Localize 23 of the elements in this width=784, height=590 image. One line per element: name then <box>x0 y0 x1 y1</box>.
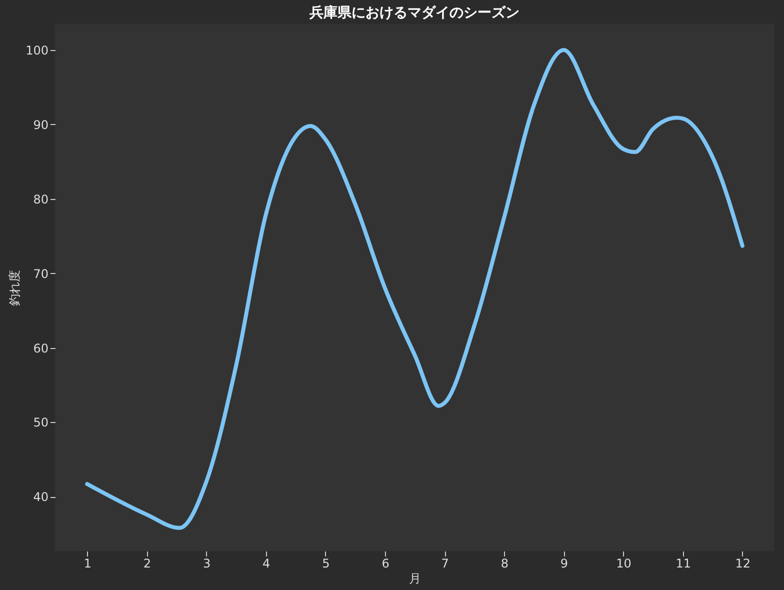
y-tick-label: 80 <box>33 192 48 206</box>
x-tick-label: 1 <box>84 556 92 570</box>
y-tick-label: 60 <box>33 341 48 356</box>
y-tick-label: 100 <box>26 44 48 58</box>
chart-title: 兵庫県におけるマダイのシーズン <box>308 4 520 21</box>
x-tick-label: 10 <box>616 556 632 570</box>
y-tick-label: 90 <box>33 118 48 132</box>
x-tick-label: 11 <box>676 556 691 570</box>
x-tick-label: 6 <box>382 556 390 570</box>
y-tick-label: 70 <box>33 266 48 281</box>
x-tick-label: 7 <box>441 556 449 570</box>
y-tick-label: 40 <box>33 490 48 504</box>
x-tick-label: 8 <box>500 556 508 570</box>
y-axis-title: 釣れ度 <box>8 270 22 306</box>
x-tick-label: 5 <box>322 556 330 570</box>
line-series <box>85 48 744 530</box>
x-tick-label: 4 <box>262 556 270 570</box>
x-tick-label: 3 <box>202 556 211 570</box>
x-axis-title: 月 <box>409 572 421 586</box>
x-tick-label: 9 <box>560 556 568 570</box>
y-tick-label: 50 <box>33 416 48 430</box>
x-tick-label: 12 <box>735 556 751 570</box>
x-tick-label: 2 <box>143 556 152 570</box>
